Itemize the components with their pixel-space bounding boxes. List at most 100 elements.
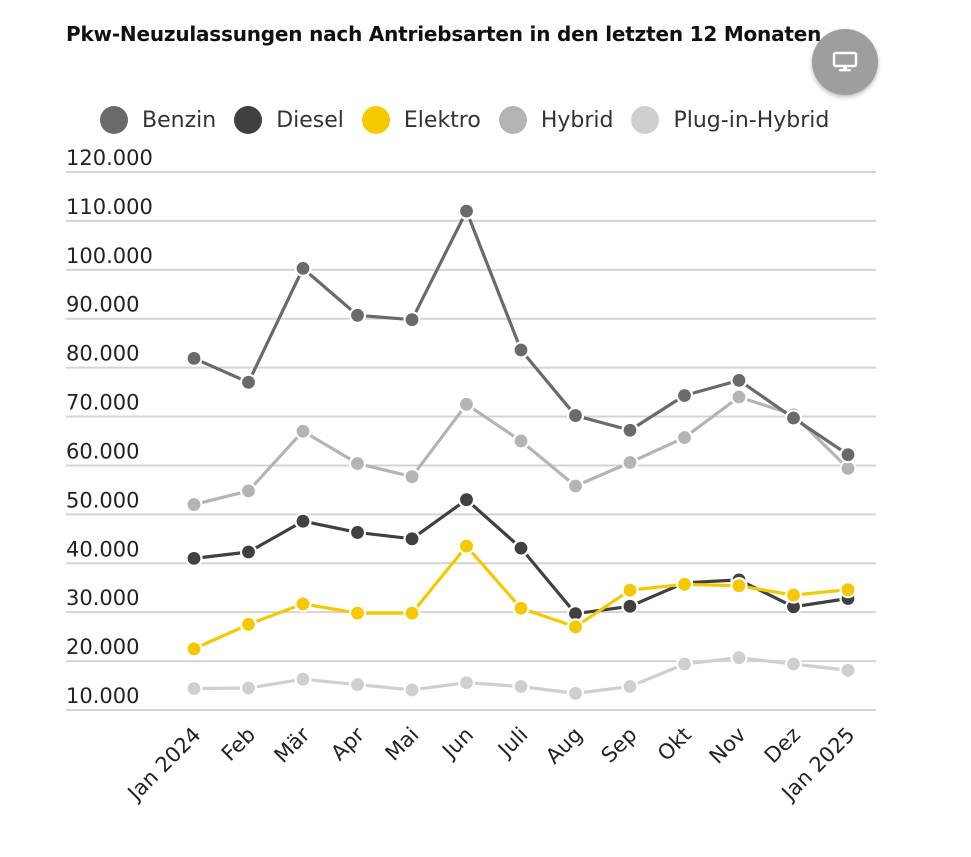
x-tick-label: Okt — [653, 723, 696, 766]
data-point-benzin[interactable] — [675, 386, 694, 405]
data-point-elektro[interactable] — [784, 586, 803, 604]
legend-item-plug-in-hybrid[interactable]: Plug-in-Hybrid — [631, 106, 829, 134]
data-point-elektro[interactable] — [294, 595, 312, 613]
data-point-elektro[interactable] — [621, 581, 639, 599]
data-point-plug-in-hybrid[interactable] — [348, 675, 367, 694]
x-tick-label: Mär — [270, 722, 315, 767]
data-point-elektro[interactable] — [185, 640, 203, 658]
data-point-hybrid[interactable] — [512, 432, 530, 450]
data-point-plug-in-hybrid[interactable] — [457, 674, 476, 692]
data-point-plug-in-hybrid[interactable] — [839, 661, 857, 679]
data-point-hybrid[interactable] — [457, 395, 476, 413]
data-point-diesel[interactable] — [512, 539, 530, 557]
y-tick-label: 120.000 — [66, 146, 153, 170]
series-line-benzin — [193, 209, 849, 457]
data-point-diesel[interactable] — [457, 491, 476, 509]
y-axis: 10.000 20.000 30.000 40.000 50.000 60.000 70.0… — [66, 146, 153, 708]
x-tick-label: Dez — [760, 723, 805, 768]
data-point-diesel[interactable] — [294, 512, 312, 530]
data-point-benzin[interactable] — [566, 406, 585, 425]
data-point-plug-in-hybrid[interactable] — [566, 684, 585, 702]
legend-item-hybrid[interactable]: Hybrid — [498, 106, 613, 134]
fullscreen-button[interactable] — [812, 29, 878, 95]
data-point-diesel[interactable] — [403, 530, 421, 548]
legend-marker-diesel — [234, 106, 263, 134]
series-plug-in-hybrid — [185, 649, 857, 702]
data-point-hybrid[interactable] — [675, 428, 694, 447]
data-point-benzin[interactable] — [784, 409, 803, 427]
legend-item-elektro[interactable]: Elektro — [361, 106, 481, 134]
data-point-benzin[interactable] — [621, 421, 639, 439]
x-axis: Jan 2024 Feb Mär Apr Mai Jun Juli Aug Sep Okt Nov D… — [122, 722, 860, 806]
x-tick-label: Juli — [492, 723, 532, 763]
y-tick-label: 50.000 — [66, 488, 139, 512]
legend-marker-plug-in-hybrid — [631, 106, 660, 134]
data-point-diesel[interactable] — [185, 549, 203, 567]
data-point-plug-in-hybrid[interactable] — [185, 679, 203, 698]
y-tick-label: 110.000 — [66, 195, 153, 219]
x-tick-label: Nov — [705, 723, 751, 769]
data-point-diesel[interactable] — [621, 597, 639, 615]
data-point-hybrid[interactable] — [403, 468, 421, 486]
data-point-hybrid[interactable] — [566, 477, 585, 495]
data-point-benzin[interactable] — [457, 202, 476, 220]
data-point-benzin[interactable] — [512, 341, 530, 359]
data-point-elektro[interactable] — [566, 618, 585, 636]
data-point-plug-in-hybrid[interactable] — [239, 679, 258, 697]
data-point-elektro[interactable] — [730, 577, 748, 595]
data-point-elektro[interactable] — [403, 604, 421, 622]
series-hybrid — [185, 388, 857, 514]
legend-item-diesel[interactable]: Diesel — [234, 106, 344, 134]
legend-label: Elektro — [403, 107, 481, 133]
data-point-elektro[interactable] — [512, 599, 530, 617]
y-tick-label: 70.000 — [66, 391, 139, 415]
data-point-plug-in-hybrid[interactable] — [784, 655, 803, 673]
data-point-hybrid[interactable] — [621, 453, 639, 472]
legend-label: Plug-in-Hybrid — [673, 107, 830, 133]
data-point-elektro[interactable] — [839, 581, 857, 599]
data-point-diesel[interactable] — [348, 523, 367, 542]
data-point-plug-in-hybrid[interactable] — [403, 681, 421, 699]
data-point-plug-in-hybrid[interactable] — [675, 655, 694, 673]
data-point-benzin[interactable] — [185, 349, 203, 367]
data-point-diesel[interactable] — [239, 543, 258, 561]
data-point-plug-in-hybrid[interactable] — [294, 670, 312, 688]
series-group — [185, 202, 857, 702]
data-point-benzin[interactable] — [730, 371, 748, 389]
data-point-hybrid[interactable] — [239, 482, 258, 500]
data-point-hybrid[interactable] — [294, 422, 312, 440]
data-point-hybrid[interactable] — [185, 495, 203, 514]
legend-item-benzin[interactable]: Benzin — [100, 106, 216, 134]
y-tick-label: 90.000 — [66, 293, 139, 317]
data-point-benzin[interactable] — [348, 306, 367, 324]
legend-label: Diesel — [276, 107, 344, 133]
data-point-plug-in-hybrid[interactable] — [512, 677, 530, 696]
series-line-hybrid — [193, 395, 850, 507]
legend-marker-benzin — [100, 106, 128, 134]
data-point-benzin[interactable] — [403, 311, 421, 329]
data-point-elektro[interactable] — [348, 604, 367, 622]
data-point-benzin[interactable] — [239, 373, 258, 391]
legend-label: Benzin — [142, 107, 217, 133]
data-point-elektro[interactable] — [675, 575, 694, 593]
y-tick-label: 100.000 — [66, 244, 153, 268]
data-point-benzin[interactable] — [294, 259, 312, 277]
data-point-plug-in-hybrid[interactable] — [730, 649, 748, 667]
x-tick-label: Feb — [217, 723, 260, 766]
data-point-elektro[interactable] — [239, 615, 258, 634]
data-point-benzin[interactable] — [839, 446, 857, 464]
data-point-elektro[interactable] — [457, 537, 476, 555]
series-diesel — [185, 491, 857, 623]
series-line-elektro — [193, 544, 849, 651]
y-tick-label: 10.000 — [66, 684, 139, 708]
data-point-plug-in-hybrid[interactable] — [621, 677, 639, 696]
x-tick-label: Aug — [541, 723, 587, 769]
data-point-hybrid[interactable] — [730, 388, 748, 406]
legend-marker-hybrid — [498, 106, 527, 134]
y-tick-label: 20.000 — [66, 635, 139, 659]
chart-legend: Benzin Diesel Elektro Hybrid Plug-in-Hyb… — [100, 106, 847, 134]
x-tick-label: Jan 2024 — [122, 723, 206, 807]
data-point-hybrid[interactable] — [348, 454, 367, 473]
y-tick-label: 80.000 — [66, 342, 139, 366]
